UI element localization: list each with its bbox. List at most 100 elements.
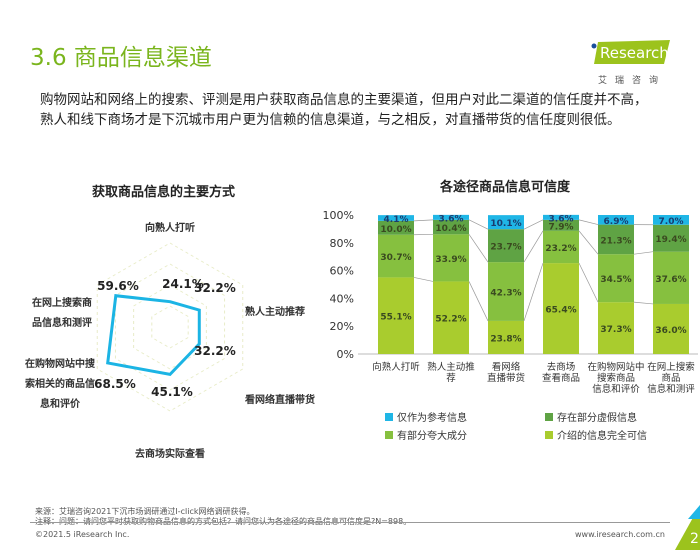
- bar-data-label: 23.7%: [490, 243, 521, 253]
- footer-divider: [30, 522, 670, 523]
- radar-data-label: 59.6%: [97, 279, 139, 293]
- bar-segment: [543, 263, 579, 354]
- y-tick-label: 80%: [330, 237, 354, 250]
- bar-data-label: 37.6%: [655, 275, 686, 285]
- radar-axis-label: 息和评价: [40, 397, 81, 410]
- radar-axis-label: 品信息和测评: [32, 316, 92, 329]
- bar-data-label: 23.2%: [545, 244, 576, 254]
- x-category-label: 荐: [446, 373, 456, 384]
- radar-axis-label: 索相关的商品信: [25, 377, 95, 390]
- x-category-label: 看网络: [492, 361, 521, 373]
- bar-data-label: 6.9%: [604, 217, 629, 227]
- bar-segment: [378, 215, 414, 221]
- radar-data-label: 45.1%: [151, 385, 193, 399]
- x-category-label: 在网上搜索: [647, 361, 695, 373]
- series-connector-line: [413, 277, 434, 282]
- bar-data-label: 55.1%: [380, 313, 411, 323]
- radar-title: 获取商品信息的主要方式: [92, 185, 236, 200]
- bar-data-label: 10.4%: [435, 224, 466, 234]
- radar-data-label: 24.1%: [162, 277, 204, 291]
- bar-segment: [543, 219, 579, 231]
- bar-data-label: 30.7%: [380, 253, 411, 263]
- x-category-label: 熟人主动推: [427, 361, 475, 373]
- y-tick-label: 0%: [337, 348, 354, 361]
- website-url: www.iresearch.com.cn: [575, 530, 665, 539]
- x-category-label: 信息和评价: [592, 383, 640, 395]
- page-title: 3.6 商品信息渠道: [30, 45, 212, 71]
- series-connector-line: [413, 219, 434, 222]
- bar-data-label: 65.4%: [545, 306, 576, 316]
- legend-swatch: [385, 430, 393, 439]
- series-connector-line: [578, 219, 599, 225]
- legend-label: 仅作为参考信息: [397, 413, 467, 424]
- iresearch-logo: Research: [591, 40, 670, 64]
- y-tick-label: 40%: [330, 292, 354, 305]
- bar-segment: [653, 215, 689, 225]
- bar-data-label: 21.3%: [600, 236, 631, 246]
- bar-segment: [598, 302, 634, 354]
- bar-segment: [488, 229, 524, 263]
- bar-segment: [378, 234, 414, 278]
- radar-chart: 24.1%32.2%32.2%45.1%68.5%59.6%向熟人打听熟人主动推…: [25, 221, 315, 460]
- bar-data-label: 10.1%: [490, 219, 521, 229]
- bar-data-label: 7.0%: [659, 217, 684, 227]
- bar-segment: [543, 230, 579, 264]
- legend-label: 介绍的信息完全可信: [557, 431, 647, 442]
- bar-data-label: 10.0%: [380, 225, 411, 235]
- bar-segment: [598, 254, 634, 303]
- bar-segment: [433, 219, 469, 235]
- svg-text:Research: Research: [600, 44, 669, 62]
- series-connector-line: [468, 219, 489, 230]
- x-category-label: 查看商品: [542, 372, 580, 384]
- radar-axis-label: 在网上搜索商: [32, 296, 92, 309]
- bar-segment: [488, 320, 524, 354]
- intro-line-1: 购物网站和网络上的搜索、评测是用户获取商品信息的主要渠道，但用户对此二渠道的信任…: [40, 92, 648, 108]
- bar-segment: [433, 214, 469, 220]
- x-category-label: 在购物网站中: [587, 361, 644, 373]
- x-category-label: 向熟人打听: [372, 361, 420, 373]
- series-connector-line: [523, 262, 544, 322]
- radar-data-label: 68.5%: [94, 377, 136, 391]
- y-tick-label: 60%: [330, 265, 354, 278]
- radar-series-polygon: [106, 294, 201, 376]
- bar-segment: [543, 214, 579, 220]
- bar-segment: [653, 224, 689, 252]
- bar-legend: 仅作为参考信息 存在部分虚假信息有部分夸大成分 介绍的信息完全可信: [385, 409, 685, 449]
- x-category-label: 信息和测评: [647, 383, 695, 395]
- bar-data-label: 3.6%: [439, 214, 464, 224]
- series-connector-line: [578, 262, 599, 303]
- legend-label: 有部分夸大成分: [397, 431, 467, 442]
- radar-grid-ring: [151, 305, 189, 349]
- intro-line-2: 熟人和线下商场才是下沉城市用户更为信赖的信息渠道，与之相反，对直播带货的信任度则…: [40, 112, 621, 128]
- legend-item: 有部分夸大成分: [385, 427, 467, 442]
- bar-segment: [433, 281, 469, 354]
- series-connector-line: [523, 230, 544, 263]
- bar-segment: [378, 220, 414, 235]
- series-connector-line: [468, 234, 489, 263]
- bar-segment: [488, 262, 524, 321]
- legend-label: 存在部分虚假信息: [557, 413, 637, 424]
- legend-item: 仅作为参考信息: [385, 409, 467, 424]
- legend-item: 介绍的信息完全可信: [545, 427, 647, 442]
- series-connector-line: [633, 301, 654, 305]
- bar-segment: [598, 224, 634, 255]
- radar-axis-label: 看网络直播带货: [245, 393, 315, 406]
- bar-segment: [598, 215, 634, 225]
- radar-axis-label: 熟人主动推荐: [245, 305, 305, 318]
- x-category-label: 搜索商品: [597, 372, 635, 384]
- bar-segment: [653, 303, 689, 354]
- y-tick-label: 100%: [323, 209, 354, 222]
- series-connector-line: [578, 230, 599, 255]
- bar-segment: [488, 215, 524, 230]
- copyright: ©2021.5 iResearch Inc.: [35, 530, 130, 539]
- bar-data-label: 4.1%: [384, 215, 409, 225]
- x-category-label: 去商场: [547, 361, 576, 373]
- radar-grid-ring: [133, 284, 207, 370]
- radar-axis-label: 在购物网站中搜: [25, 357, 96, 370]
- legend-item: 存在部分虚假信息: [545, 409, 637, 424]
- radar-data-label: 32.2%: [194, 344, 236, 358]
- series-connector-line: [633, 251, 654, 255]
- bar-data-label: 36.0%: [655, 326, 686, 336]
- bar-segment: [378, 277, 414, 354]
